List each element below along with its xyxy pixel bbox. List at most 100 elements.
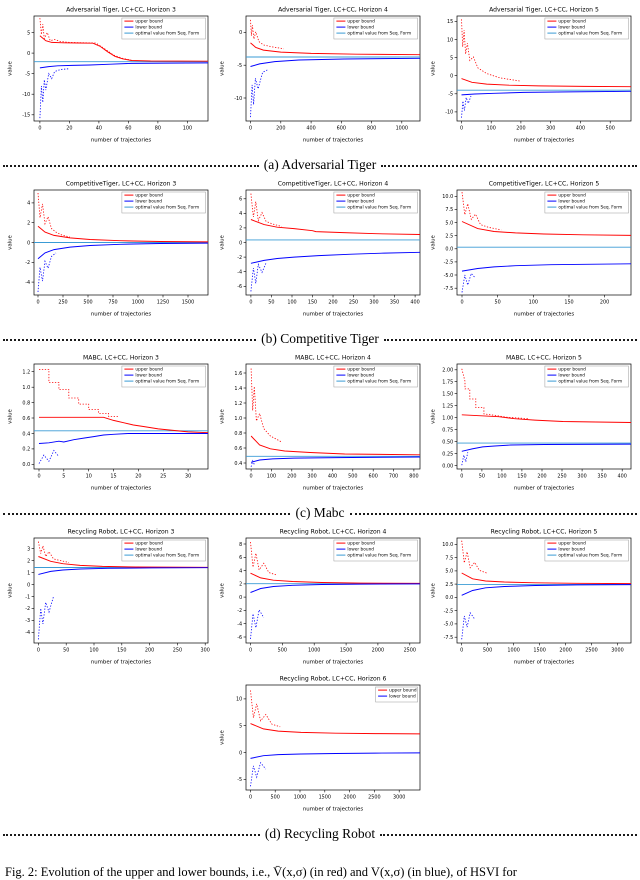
svg-text:400: 400 [410, 300, 419, 306]
svg-text:300: 300 [578, 474, 587, 480]
svg-text:100: 100 [497, 474, 506, 480]
svg-text:1.75: 1.75 [443, 380, 454, 386]
svg-text:upper bound: upper bound [135, 541, 163, 547]
svg-text:number of trajectories: number of trajectories [302, 312, 363, 318]
svg-text:upper bound: upper bound [347, 19, 375, 25]
svg-text:0.0: 0.0 [446, 595, 454, 601]
svg-text:1500: 1500 [318, 795, 330, 801]
svg-text:4: 4 [239, 568, 242, 574]
svg-text:number of trajectories: number of trajectories [91, 138, 152, 144]
svg-text:upper bound: upper bound [559, 193, 587, 199]
chart-adversarial-tiger-horizon-4: Adversarial Tiger, LC+CC, Horizon 4 0 200 4… [216, 3, 425, 150]
svg-text:2000: 2000 [343, 795, 355, 801]
svg-text:350: 350 [598, 474, 607, 480]
svg-text:350: 350 [389, 300, 398, 306]
dotted-leader [383, 339, 637, 341]
svg-text:750: 750 [108, 300, 117, 306]
svg-text:lower bound: lower bound [559, 199, 586, 205]
svg-text:2: 2 [27, 221, 30, 227]
svg-text:0.75: 0.75 [443, 428, 454, 434]
svg-text:-1: -1 [25, 594, 30, 600]
row-recycling-robot: Recycling Robot, LC+CC, Horizon 3 0 50 100 1… [1, 525, 639, 672]
subcaption-c: (c) Mabc [295, 505, 345, 520]
svg-text:3000: 3000 [392, 795, 404, 801]
svg-text:0: 0 [37, 648, 40, 654]
svg-text:0.50: 0.50 [443, 440, 454, 446]
svg-text:-4: -4 [237, 622, 242, 628]
svg-text:1.0: 1.0 [234, 416, 242, 422]
svg-text:1500: 1500 [339, 648, 351, 654]
dotted-leader [380, 834, 638, 836]
svg-text:200: 200 [145, 648, 154, 654]
svg-text:50: 50 [479, 474, 485, 480]
svg-text:500: 500 [270, 795, 279, 801]
svg-text:150: 150 [117, 648, 126, 654]
svg-text:number of trajectories: number of trajectories [91, 312, 152, 318]
svg-text:80: 80 [155, 126, 161, 132]
svg-text:Recycling Robot, LC+CC, Horizo: Recycling Robot, LC+CC, Horizon 3 [67, 529, 174, 536]
svg-text:optimal value from Seq. Form: optimal value from Seq. Form [347, 205, 411, 211]
svg-text:1.2: 1.2 [22, 370, 30, 376]
chart-mabc-horizon-4: MABC, LC+CC, Horizon 4 0 100 200 300 400 500 60… [216, 351, 425, 498]
svg-text:5.0: 5.0 [446, 569, 454, 575]
svg-text:value: value [7, 582, 13, 597]
svg-text:100: 100 [266, 474, 275, 480]
svg-text:number of trajectories: number of trajectories [302, 660, 363, 666]
chart-mabc-horizon-3: MABC, LC+CC, Horizon 3 0 5 10 15 20 25 30 0.0 0.2… [4, 351, 213, 498]
svg-text:Adversarial Tiger, LC+CC, Hori: Adversarial Tiger, LC+CC, Horizon 3 [66, 7, 176, 14]
svg-text:10.0: 10.0 [443, 542, 454, 548]
svg-text:0: 0 [450, 74, 453, 80]
svg-text:5: 5 [27, 30, 30, 36]
svg-text:lower bound: lower bound [559, 25, 586, 31]
svg-text:-10: -10 [445, 110, 453, 116]
svg-text:-7.5: -7.5 [444, 635, 454, 641]
svg-text:500: 500 [483, 648, 492, 654]
svg-text:0: 0 [248, 795, 251, 801]
svg-text:Recycling Robot, LC+CC, Horizo: Recycling Robot, LC+CC, Horizon 5 [491, 529, 598, 536]
svg-text:2000: 2000 [560, 648, 572, 654]
svg-text:lower bound: lower bound [135, 547, 162, 553]
subcaption-row-a: (a) Adversarial Tiger [3, 157, 638, 173]
svg-text:1: 1 [27, 570, 30, 576]
svg-text:25: 25 [160, 474, 166, 480]
svg-text:-2: -2 [25, 260, 30, 266]
svg-text:value: value [7, 60, 13, 75]
svg-text:400: 400 [618, 474, 627, 480]
svg-text:1.0: 1.0 [22, 385, 30, 391]
svg-text:0.0: 0.0 [446, 247, 454, 253]
svg-text:1.00: 1.00 [443, 416, 454, 422]
svg-text:lower bound: lower bound [135, 373, 162, 379]
subcaption-row-d: (d) Recycling Robot [3, 826, 638, 842]
svg-text:optimal value from Seq. Form: optimal value from Seq. Form [347, 553, 411, 559]
svg-text:value: value [431, 408, 437, 423]
svg-text:upper bound: upper bound [135, 19, 163, 25]
svg-text:0: 0 [239, 240, 242, 246]
svg-text:lower bound: lower bound [559, 373, 586, 379]
svg-text:value: value [431, 234, 437, 249]
svg-text:2500: 2500 [368, 795, 380, 801]
svg-text:150: 150 [517, 474, 526, 480]
svg-text:value: value [7, 408, 13, 423]
svg-text:7.5: 7.5 [446, 555, 454, 561]
svg-text:-15: -15 [22, 113, 30, 119]
svg-text:0: 0 [460, 648, 463, 654]
svg-text:2: 2 [239, 226, 242, 232]
svg-text:-4: -4 [25, 630, 30, 636]
svg-text:250: 250 [58, 300, 67, 306]
svg-text:Recycling Robot, LC+CC, Horizo: Recycling Robot, LC+CC, Horizon 4 [279, 529, 386, 536]
svg-text:value: value [219, 234, 225, 249]
svg-text:value: value [219, 582, 225, 597]
subcaption-row-c: (c) Mabc [3, 505, 638, 521]
chart-recycling-robot-horizon-3: Recycling Robot, LC+CC, Horizon 3 0 50 100 1… [4, 525, 213, 672]
svg-text:MABC, LC+CC, Horizon 3: MABC, LC+CC, Horizon 3 [83, 355, 159, 362]
svg-text:6: 6 [239, 555, 242, 561]
svg-text:0: 0 [248, 126, 251, 132]
svg-text:500: 500 [83, 300, 92, 306]
svg-text:0: 0 [461, 300, 464, 306]
svg-text:1.2: 1.2 [234, 401, 242, 407]
svg-text:5: 5 [239, 724, 242, 730]
svg-text:0: 0 [248, 648, 251, 654]
dotted-leader [3, 339, 257, 341]
dotted-leader [3, 513, 291, 515]
